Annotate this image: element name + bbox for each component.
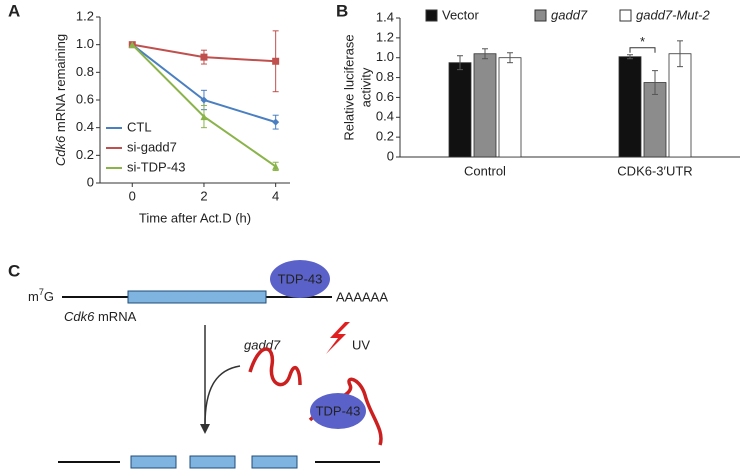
legend-swatch <box>425 9 438 22</box>
legend-label: gadd7-Mut-2 <box>636 7 710 22</box>
fragment <box>251 455 298 469</box>
mrna-text: mRNA <box>94 309 136 324</box>
y-tick-label: 0.8 <box>376 69 394 84</box>
protein-shape <box>270 260 330 298</box>
legend-label: Vector <box>442 7 480 22</box>
gene-name: Cdk6 <box>64 309 95 324</box>
x-tick-label: 4 <box>272 188 279 203</box>
x-tick-label: 0 <box>129 188 136 203</box>
x-tick-label: 2 <box>200 188 207 203</box>
y-tick-label: 0.4 <box>76 119 94 134</box>
cap-tail: G <box>44 289 54 304</box>
x-tick-label: Control <box>464 163 506 178</box>
bar <box>473 53 497 158</box>
panel-label: A <box>8 1 20 20</box>
protein-shape <box>310 393 366 429</box>
panel-label: B <box>336 1 348 20</box>
y-tick-label: 0.6 <box>76 91 94 106</box>
cds-box <box>127 290 267 304</box>
y-tick-label: 0.8 <box>76 64 94 79</box>
y-axis-label: activity <box>358 67 373 107</box>
legend-swatch <box>534 9 547 22</box>
y-tick-label: 0.2 <box>76 147 94 162</box>
polya-label: AAAAAA <box>336 289 388 304</box>
y-axis-label-italic: Cdk6 <box>53 135 68 166</box>
y-tick-label: 0 <box>387 148 394 163</box>
fragment <box>189 455 236 469</box>
marker <box>200 96 208 104</box>
marker <box>272 57 280 65</box>
legend-label: si-gadd7 <box>127 139 177 154</box>
lncrna-label: gadd7 <box>244 337 281 352</box>
y-tick-label: 0.4 <box>376 109 394 124</box>
cap-label: m7G <box>28 287 54 304</box>
y-tick-label: 1.2 <box>76 8 94 23</box>
y-tick-label: 1.2 <box>376 29 394 44</box>
y-tick-label: 0 <box>87 174 94 189</box>
marker <box>200 53 208 61</box>
legend-label: gadd7 <box>551 7 588 22</box>
bar <box>668 53 692 158</box>
bar <box>448 62 472 158</box>
legend-swatch <box>619 9 632 22</box>
x-axis-label: Time after Act.D (h) <box>139 210 251 225</box>
annotation: * <box>640 34 645 49</box>
bar <box>618 56 642 158</box>
panel-label: C <box>8 261 20 280</box>
y-tick-label: 1.4 <box>376 9 394 24</box>
bar <box>498 57 522 158</box>
diagram: TDP-43 AAAAAA m7G Cdk6 mRNA gadd7 UV TDP… <box>28 260 388 469</box>
marker <box>272 118 280 126</box>
arrow-branch <box>204 365 241 426</box>
protein-label: TDP-43 <box>278 271 323 286</box>
fragment <box>130 455 177 469</box>
lncrna-shape <box>248 347 302 387</box>
significance-bracket <box>629 47 656 53</box>
y-axis-label-rest: mRNA remaining <box>53 34 68 136</box>
y-tick-label: 1.0 <box>76 36 94 51</box>
legend-label: CTL <box>127 119 152 134</box>
y-tick-label: 0.2 <box>376 129 394 144</box>
protein-label: TDP-43 <box>316 403 361 418</box>
y-tick-label: 1.0 <box>376 49 394 64</box>
cap-base: m <box>28 289 39 304</box>
y-tick-label: 0.6 <box>376 89 394 104</box>
cap-sup: 7 <box>39 287 44 297</box>
uv-bolt <box>326 322 350 354</box>
legend-label: si-TDP-43 <box>127 159 186 174</box>
y-axis-label: Cdk6 mRNA remaining <box>53 34 68 166</box>
y-axis-label: Relative luciferase <box>341 34 356 140</box>
x-tick-label: CDK6-3′UTR <box>617 163 692 178</box>
arrow-head <box>200 424 210 434</box>
uv-label: UV <box>352 337 370 352</box>
mrna-label: Cdk6 mRNA <box>64 309 137 324</box>
marker <box>200 113 208 121</box>
marker <box>128 41 136 49</box>
marker <box>272 162 280 170</box>
